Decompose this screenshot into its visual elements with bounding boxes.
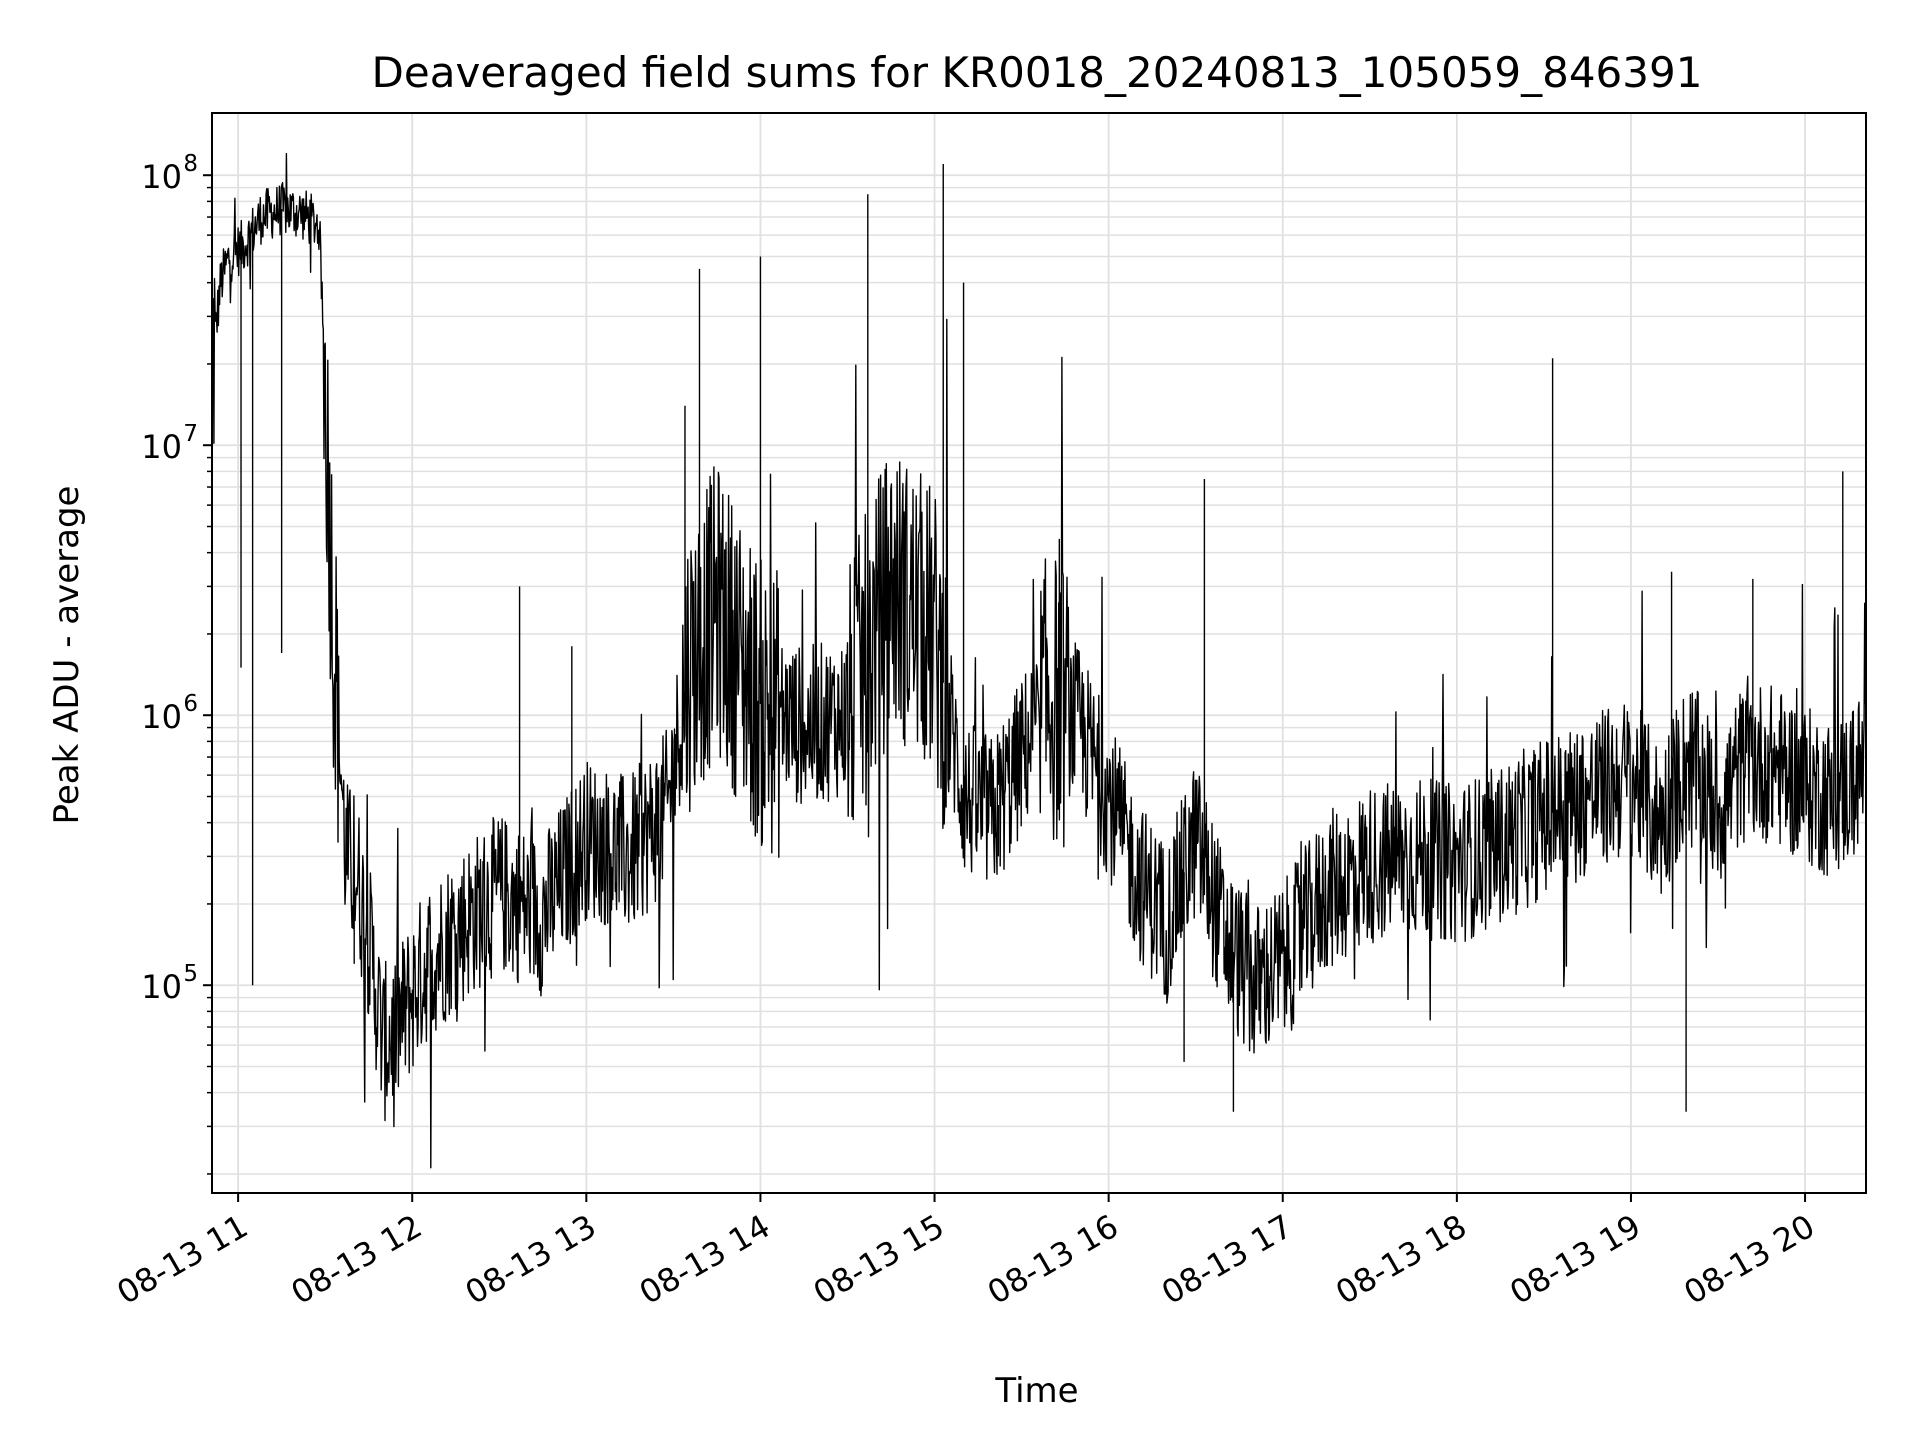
y-tick-label: 10 bbox=[141, 968, 182, 1006]
plot-frame bbox=[211, 112, 1867, 1194]
series-group bbox=[211, 152, 1867, 1169]
y-tick-label: 10 bbox=[141, 698, 182, 736]
y-tick-label: 10 bbox=[141, 158, 182, 196]
y-tick-label: 10 bbox=[141, 428, 182, 466]
y-tick-exponent: 7 bbox=[183, 421, 198, 447]
y-tick-exponent: 6 bbox=[183, 691, 198, 717]
chart-title: Deaveraged field sums for KR0018_2024081… bbox=[372, 48, 1703, 97]
y-axis-label: Peak ADU - average bbox=[47, 486, 87, 825]
y-tick-exponent: 8 bbox=[183, 151, 198, 177]
series-line bbox=[211, 152, 1867, 1169]
y-tick-exponent: 5 bbox=[183, 961, 198, 987]
x-axis-label: Time bbox=[994, 1371, 1078, 1411]
